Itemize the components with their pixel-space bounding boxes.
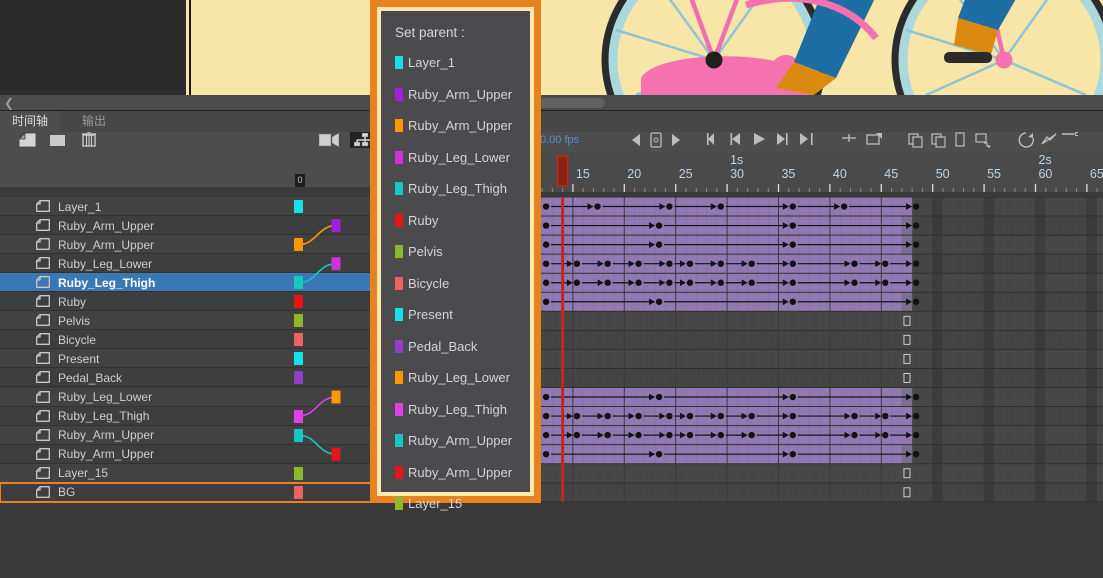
svg-text:55: 55 [987,167,1001,181]
svg-text:1s: 1s [730,153,743,167]
svg-text:20: 20 [627,167,641,181]
svg-text:15: 15 [576,167,590,181]
svg-text:35: 35 [781,167,795,181]
svg-text:2s: 2s [1038,153,1051,167]
svg-text:65: 65 [1090,167,1103,181]
svg-text:25: 25 [679,167,693,181]
svg-text:40: 40 [833,167,847,181]
svg-text:45: 45 [884,167,898,181]
svg-text:60: 60 [1038,167,1052,181]
svg-text:30: 30 [730,167,744,181]
svg-text:50: 50 [936,167,950,181]
